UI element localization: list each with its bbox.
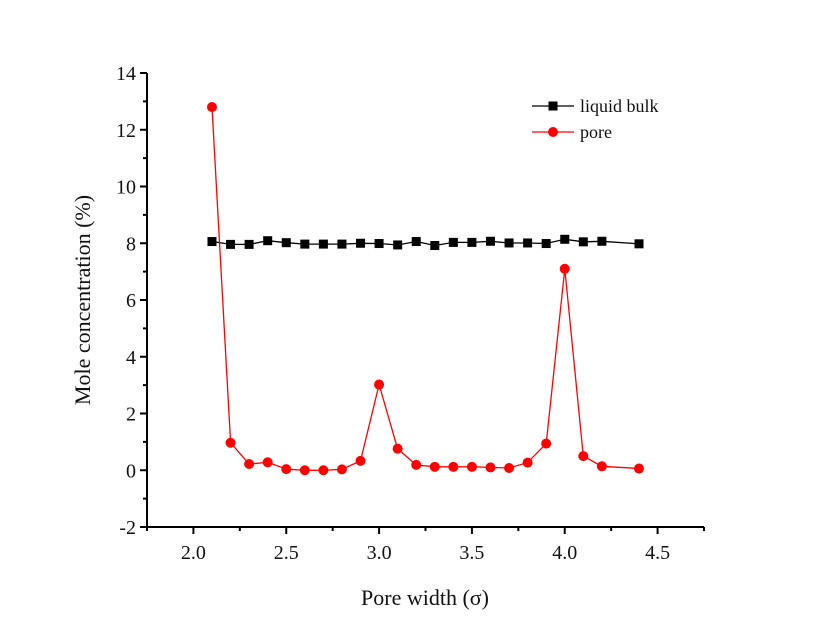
data-point [596,461,607,472]
data-point [355,455,366,466]
data-point [429,461,440,472]
y-tick-label: 2 [126,404,136,426]
data-point [634,239,644,249]
data-point [263,236,273,246]
y-tick-label: 0 [126,460,136,482]
data-point [504,462,515,473]
data-point [504,238,514,248]
y-tick-label: 14 [116,63,136,85]
x-tick-label: 2.0 [181,542,206,564]
x-tick-label: 4.0 [552,542,577,564]
y-tick-label: 4 [126,347,136,369]
x-tick-label: 3.0 [367,542,392,564]
data-point [337,239,347,249]
data-point [485,236,495,246]
data-point [356,238,366,248]
legend: liquid bulk pore [532,96,659,142]
data-point [597,236,607,246]
legend-label: pore [580,122,612,142]
y-axis-title: Mole concentration (%) [70,195,95,405]
y-tick-label: 8 [126,233,136,255]
x-tick-label: 3.5 [459,542,484,564]
data-point [374,379,385,390]
y-tick-label: 10 [116,177,136,199]
data-point [466,461,477,472]
data-point [411,237,421,247]
data-point [374,239,384,249]
data-point [206,102,217,113]
legend-label: liquid bulk [580,96,659,116]
legend-marker-square [548,101,558,111]
data-point [336,464,347,475]
data-point [299,465,310,476]
data-point [244,459,255,470]
y-tick-label: 6 [126,290,136,312]
data-point [541,438,552,449]
series-line [211,106,640,471]
data-point [281,238,291,248]
data-point [318,239,328,249]
data-point [541,239,551,249]
data-point [281,464,292,475]
data-point [411,459,422,470]
series-pore [206,102,645,476]
data-point [634,463,645,474]
data-point [226,239,236,249]
series-layer [206,102,645,476]
data-point [578,451,589,462]
y-tick-label: 12 [116,120,136,142]
data-point [318,465,329,476]
data-point [448,461,459,472]
x-tick-label: 2.5 [274,542,299,564]
axes: -2 0 2 4 6 8 10 12 14 2.0 2.5 3.0 3.5 4.0 4.5 [116,63,705,564]
data-point [392,443,403,454]
data-point [207,237,217,247]
data-point [578,237,588,247]
y-tick-label: -2 [119,517,136,539]
data-point [559,263,570,274]
data-point [430,241,440,251]
x-axis-title: Pore width (σ) [361,585,489,610]
legend-marker-circle [548,127,558,137]
data-point [448,237,458,247]
series-liquid-bulk [207,234,644,251]
legend-item: liquid bulk [532,96,659,116]
data-point [225,437,236,448]
data-point [522,457,533,468]
data-point [300,239,310,249]
data-point [244,239,254,249]
data-point [485,462,496,473]
series-line [211,238,640,247]
data-point [523,238,533,248]
legend-item: pore [532,122,612,142]
data-point [467,237,477,247]
data-point [560,234,570,244]
data-point [393,240,403,250]
data-point [262,457,273,468]
x-tick-label: 4.5 [645,542,670,564]
